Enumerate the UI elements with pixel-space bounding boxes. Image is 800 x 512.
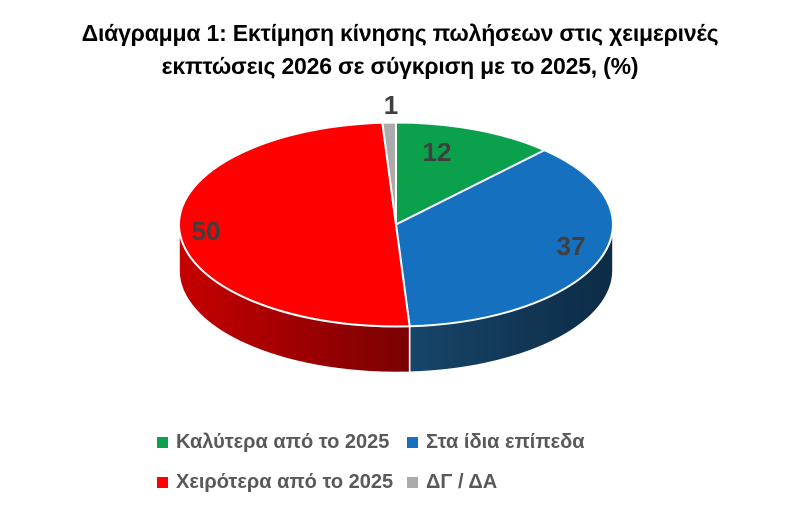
slice-value-label-1: 37 — [557, 231, 586, 261]
chart-title-line1: Διάγραμμα 1: Εκτίμηση κίνησης πωλήσεων σ… — [81, 20, 719, 46]
slice-value-label-3: 1 — [384, 90, 398, 120]
pie-slice-3 — [381, 121, 397, 226]
pie-slice-0 — [395, 121, 546, 226]
slice-value-label-0: 12 — [423, 137, 452, 167]
slice-value-label-2: 50 — [192, 216, 221, 246]
chart-title-line2: εκπτώσεις 2026 σε σύγκριση με το 2025, (… — [161, 53, 639, 79]
chart-title: Διάγραμμα 1: Εκτίμηση κίνησης πωλήσεων σ… — [0, 17, 800, 83]
pie-slice-1 — [395, 149, 614, 328]
pie-slice-2 — [178, 121, 411, 328]
